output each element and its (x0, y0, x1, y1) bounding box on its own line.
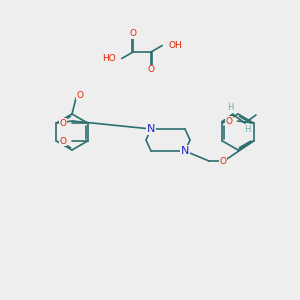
Text: OH: OH (168, 41, 182, 50)
Text: N: N (147, 124, 155, 134)
Text: N: N (181, 146, 189, 156)
Text: O: O (226, 116, 232, 125)
Text: O: O (60, 118, 67, 127)
Text: O: O (60, 136, 67, 146)
Text: HO: HO (102, 54, 116, 63)
Text: O: O (130, 29, 136, 38)
Text: O: O (76, 91, 83, 100)
Text: O: O (148, 65, 154, 74)
Text: H: H (227, 103, 234, 112)
Text: O: O (220, 157, 226, 166)
Text: H: H (244, 124, 251, 134)
